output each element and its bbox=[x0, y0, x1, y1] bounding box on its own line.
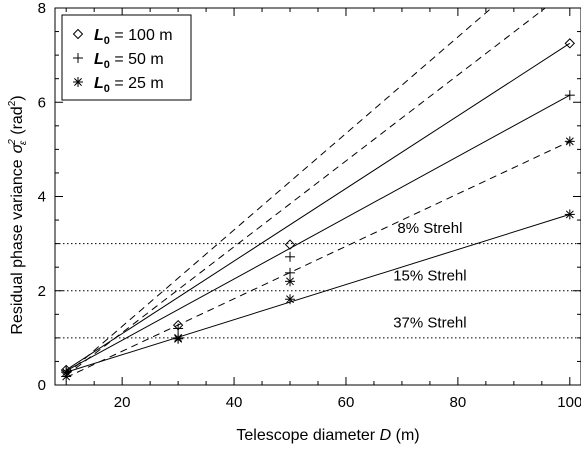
point-s3-1 bbox=[173, 332, 184, 343]
strehl-annotations: 8% Strehl 15% Strehl 37% Strehl bbox=[393, 220, 466, 331]
point-s3-3 bbox=[564, 136, 575, 147]
point-s1-2 bbox=[285, 251, 296, 262]
legend-marker-1 bbox=[73, 53, 83, 63]
strehl-label-2: 37% Strehl bbox=[393, 314, 466, 331]
point-s4-0 bbox=[285, 267, 296, 278]
point-s0-2 bbox=[284, 239, 296, 250]
y-tick-label-4: 8 bbox=[38, 0, 46, 17]
y-axis-title: Residual phase varianceσ2ε(rad2) bbox=[7, 95, 29, 334]
legend-box bbox=[61, 14, 192, 101]
x-tick-label-4: 100 bbox=[557, 394, 581, 411]
legend-label-1: L0 = 50 m bbox=[94, 51, 164, 71]
y-tick-label-3: 6 bbox=[38, 94, 46, 111]
legend-marker-0 bbox=[72, 28, 84, 40]
point-s1-3 bbox=[564, 90, 575, 101]
y-tick-label-0: 0 bbox=[38, 377, 46, 394]
axis-ticks: 20 40 60 80 100 0 2 4 6 8 bbox=[38, 0, 581, 411]
legend-label-2: L0 = 25 m bbox=[94, 75, 164, 95]
x-tick-label-2: 60 bbox=[338, 394, 355, 411]
data-markers bbox=[60, 38, 576, 382]
x-tick-label-0: 20 bbox=[114, 394, 131, 411]
point-s1-1 bbox=[173, 323, 184, 334]
dashed-fit-0 bbox=[65, 7, 492, 376]
y-tick-label-1: 2 bbox=[38, 283, 46, 300]
solid-fit-2 bbox=[66, 213, 570, 373]
point-s3-2 bbox=[285, 276, 296, 287]
x-axis-title: Telescope diameter D (m) bbox=[236, 427, 419, 444]
strehl-label-0: 8% Strehl bbox=[397, 220, 462, 237]
x-tick-label-3: 80 bbox=[450, 394, 467, 411]
x-tick-label-1: 40 bbox=[226, 394, 243, 411]
legend-marker-2 bbox=[73, 77, 83, 87]
point-s3-0 bbox=[61, 371, 72, 382]
solid-fit-1 bbox=[65, 94, 571, 372]
fit-lines bbox=[65, 7, 571, 378]
legend: L0 = 100 m L0 = 50 m L0 = 25 m bbox=[61, 14, 192, 101]
y-tick-label-2: 4 bbox=[38, 189, 46, 206]
solid-fit-0 bbox=[65, 42, 571, 371]
dashed-fit-2 bbox=[65, 140, 571, 378]
dashed-fit-1 bbox=[65, 7, 546, 376]
strehl-label-1: 15% Strehl bbox=[393, 267, 466, 284]
point-s2-3 bbox=[564, 209, 575, 220]
legend-label-0: L0 = 100 m bbox=[94, 27, 173, 47]
point-s0-3 bbox=[564, 38, 576, 49]
point-s2-2 bbox=[285, 294, 296, 305]
plot-frame bbox=[54, 7, 581, 386]
